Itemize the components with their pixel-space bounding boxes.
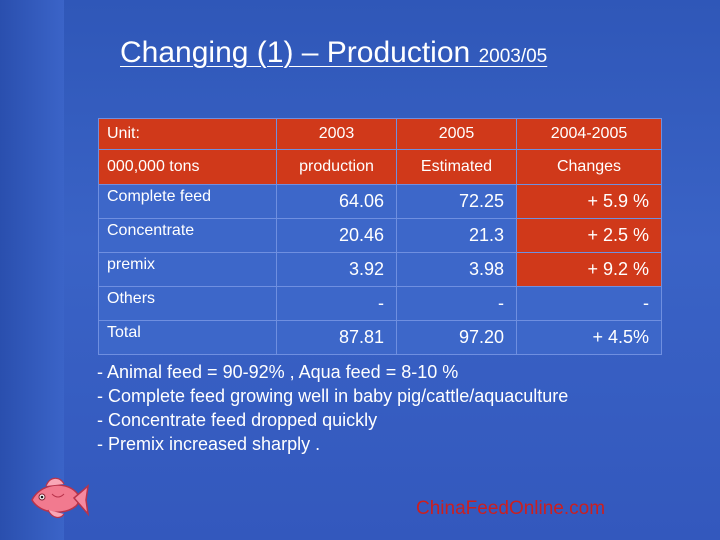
table-row: Others - - - (98, 286, 662, 321)
header-cell: Unit: (98, 118, 277, 150)
row-label: Total (98, 320, 277, 355)
table-row: Concentrate 20.46 21.3 + 2.5 % (98, 218, 662, 253)
table-header-row: 000,000 tons production Estimated Change… (98, 149, 662, 185)
header-cell: 2004-2005 (516, 118, 662, 150)
value-2005: - (396, 286, 517, 321)
header-cell: 2003 (276, 118, 397, 150)
value-2005: 97.20 (396, 320, 517, 355)
value-2003: 87.81 (276, 320, 397, 355)
value-2005: 72.25 (396, 184, 517, 219)
note-item: - Animal feed = 90-92% , Aqua feed = 8-1… (97, 362, 459, 382)
header-cell: Estimated (396, 149, 517, 185)
row-label: Concentrate (98, 218, 277, 253)
header-cell: Changes (516, 149, 662, 185)
slide-title-main: Changing (1) – Production (120, 36, 479, 69)
fish-icon (31, 477, 90, 519)
table-row: Complete feed 64.06 72.25 + 5.9 % (98, 184, 662, 219)
value-change: + 5.9 % (516, 184, 662, 219)
value-change: + 2.5 % (516, 218, 662, 253)
header-cell: 2005 (396, 118, 517, 150)
value-2003: 3.92 (276, 252, 397, 287)
value-2005: 3.98 (396, 252, 517, 287)
note-item: - Complete feed growing well in baby pig… (97, 386, 569, 406)
chinafeedonline-link[interactable]: ChinaFeedOnline.com (416, 498, 606, 519)
production-table: Unit: 2003 2005 2004-2005 000,000 tons p… (98, 118, 662, 355)
notes-list: - Animal feed = 90-92% , Aqua feed = 8-1… (97, 360, 568, 456)
note-item: - Premix increased sharply . (97, 434, 321, 454)
value-2003: 20.46 (276, 218, 397, 253)
table-header-row: Unit: 2003 2005 2004-2005 (98, 118, 662, 150)
value-2005: 21.3 (396, 218, 517, 253)
table-row: Total 87.81 97.20 + 4.5% (98, 320, 662, 355)
row-label: Others (98, 286, 277, 321)
value-change: + 9.2 % (516, 252, 662, 287)
value-change: - (516, 286, 662, 321)
value-2003: 64.06 (276, 184, 397, 219)
value-change: + 4.5% (516, 320, 662, 355)
note-item: - Concentrate feed dropped quickly (97, 410, 378, 430)
row-label: premix (98, 252, 277, 287)
row-label: Complete feed (98, 184, 277, 219)
slide-title-year: 2003/05 (478, 46, 548, 67)
header-cell: 000,000 tons (98, 149, 277, 185)
header-cell: production (276, 149, 397, 185)
slide-title: Changing (1) – Production 2003/05 (120, 36, 547, 70)
slide-left-band (0, 0, 64, 540)
table-row: premix 3.92 3.98 + 9.2 % (98, 252, 662, 287)
value-2003: - (276, 286, 397, 321)
